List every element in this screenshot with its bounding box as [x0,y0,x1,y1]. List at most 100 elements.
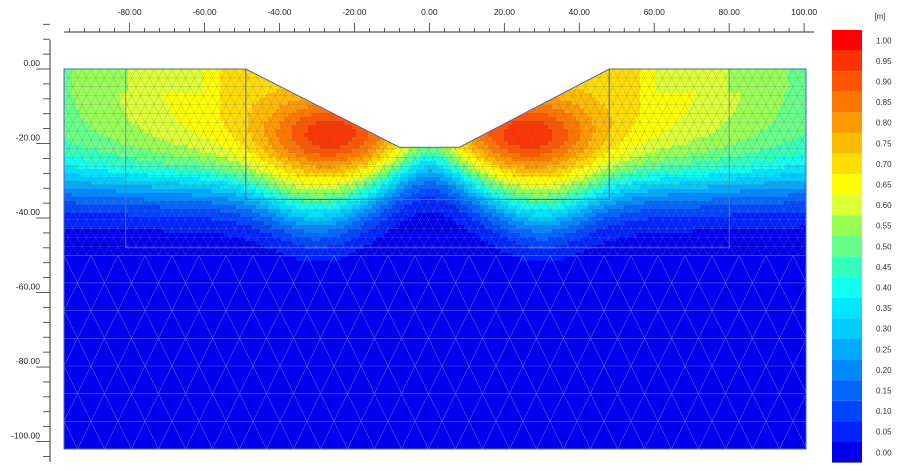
contour-cell [172,89,177,94]
contour-cell [160,377,165,382]
contour-cell [228,177,233,182]
contour-cell [160,305,165,310]
contour-cell [112,245,117,250]
contour-cell [112,393,117,398]
contour-cell [100,129,105,134]
contour-cell [248,385,253,390]
contour-cell [240,137,245,142]
contour-cell [184,149,189,154]
contour-cell [236,413,241,418]
contour-cell [268,389,273,394]
contour-cell [128,137,133,142]
contour-cell [136,137,141,142]
contour-cell [112,317,117,322]
contour-cell [128,73,133,78]
contour-cell [88,393,93,398]
contour-cell [120,425,125,430]
contour-cell [240,385,245,390]
contour-cell [168,125,173,130]
contour-cell [76,237,81,242]
contour-cell [236,173,241,178]
contour-cell [132,313,137,318]
contour-cell [136,97,141,102]
contour-cell [268,381,273,386]
contour-cell [84,97,89,102]
contour-cell [236,217,241,222]
contour-cell [92,141,97,146]
contour-cell [192,189,197,194]
contour-cell [220,313,225,318]
contour-cell [224,89,229,94]
contour-cell [188,197,193,202]
contour-cell [264,397,269,402]
contour-cell [148,101,153,106]
contour-cell [72,357,77,362]
contour-cell [136,85,141,90]
contour-cell [84,445,89,449]
contour-cell [104,433,109,438]
contour-cell [164,81,169,86]
contour-cell [124,97,129,102]
contour-cell [208,173,213,178]
contour-cell [212,165,217,170]
contour-cell [124,361,129,366]
contour-cell [240,277,245,282]
contour-cell [240,153,245,158]
contour-cell [200,181,205,186]
contour-cell [212,353,217,358]
contour-cell [212,173,217,178]
contour-cell [144,181,149,186]
contour-cell [240,129,245,134]
contour-cell [116,89,121,94]
contour-cell [120,81,125,86]
contour-cell [100,69,105,74]
contour-cell [72,69,77,74]
contour-cell [80,289,85,294]
contour-cell [148,177,153,182]
contour-cell [260,169,265,174]
contour-cell [160,213,165,218]
contour-cell [176,89,181,94]
contour-cell [136,169,141,174]
contour-cell [196,73,201,78]
contour-cell [136,141,141,146]
contour-cell [152,441,157,446]
contour-cell [160,109,165,114]
contour-cell [200,229,205,234]
contour-cell [260,181,265,186]
contour-cell [272,229,277,234]
contour-cell [140,233,145,238]
contour-cell [272,101,277,106]
contour-cell [80,297,85,302]
contour-cell [212,109,217,114]
contour-cell [232,309,237,314]
contour-cell [140,249,145,254]
contour-cell [164,285,169,290]
contour-cell [84,389,89,394]
contour-cell [164,373,169,378]
contour-cell [196,309,201,314]
contour-cell [236,401,241,406]
contour-cell [272,269,277,274]
contour-cell [92,417,97,422]
contour-cell [168,237,173,242]
contour-cell [152,397,157,402]
contour-cell [216,345,221,350]
contour-cell [92,405,97,410]
contour-cell [112,421,117,426]
contour-cell [220,145,225,150]
contour-cell [152,369,157,374]
contour-cell [72,325,77,330]
contour-cell [248,141,253,146]
contour-cell [244,213,249,218]
contour-cell [68,185,73,190]
contour-cell [216,261,221,266]
contour-cell [112,281,117,286]
contour-cell [212,181,217,186]
contour-cell [216,113,221,118]
contour-cell [180,205,185,210]
contour-cell [100,101,105,106]
contour-cell [200,421,205,426]
contour-cell [112,273,117,278]
contour-cell [196,345,201,350]
